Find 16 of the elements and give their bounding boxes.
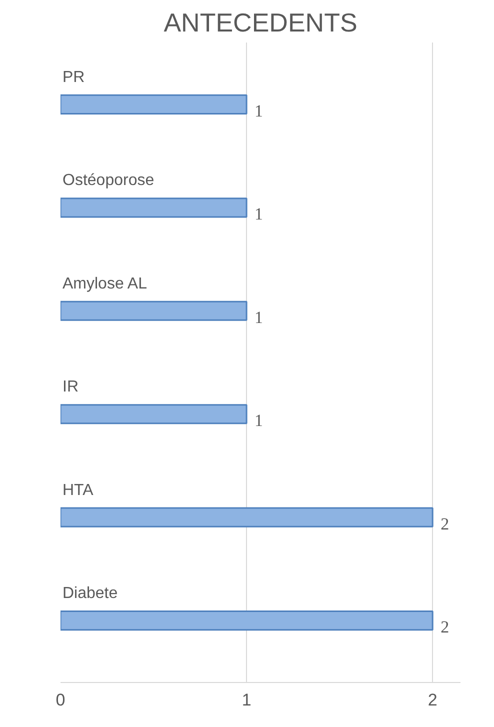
- x-tick-label: 2: [428, 690, 438, 710]
- data-label: 2: [440, 618, 450, 637]
- y-tick-label: IR: [62, 378, 78, 396]
- data-label: 1: [254, 411, 264, 430]
- y-tick-label: Ostéoporose: [62, 172, 154, 190]
- y-tick-label: HTA: [62, 482, 94, 499]
- y-tick-label: Diabete: [62, 584, 118, 602]
- chart-title: ANTECEDENTS: [164, 8, 358, 38]
- x-tick-label: 0: [56, 690, 66, 710]
- data-label: 2: [440, 514, 450, 534]
- data-label: 1: [254, 101, 264, 120]
- y-tick-label: PR: [62, 68, 85, 86]
- x-tick-label: 1: [242, 690, 252, 710]
- data-label: 1: [254, 308, 264, 327]
- y-tick-label: Amylose AL: [62, 275, 148, 292]
- data-label: 1: [254, 204, 264, 224]
